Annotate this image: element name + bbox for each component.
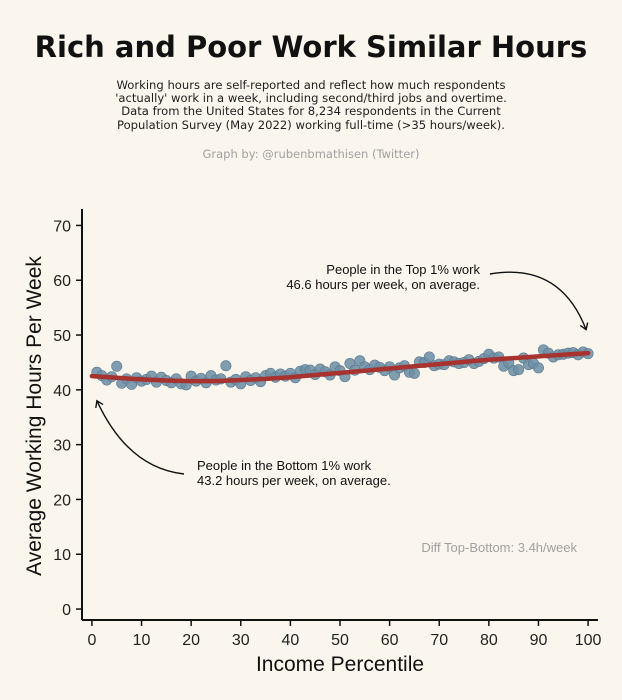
x-tick-label: 0 (87, 632, 96, 649)
chart-subtitle: Working hours are self-reported and refl… (61, 78, 561, 132)
x-axis-title: Income Percentile (256, 653, 424, 676)
y-tick-label: 60 (53, 273, 71, 290)
x-tick-label: 50 (331, 632, 349, 649)
x-tick-label: 60 (381, 632, 399, 649)
x-tick-label: 70 (430, 632, 448, 649)
annotation-top-line2: 46.6 hours per week, on average. (286, 277, 480, 292)
y-tick-label: 30 (53, 438, 71, 455)
data-point (513, 364, 525, 376)
chart-credit: Graph by: @rubenbmathisen (Twitter) (202, 147, 420, 161)
subtitle-line: Population Survey (May 2022) working ful… (117, 117, 505, 132)
y-tick-label: 40 (53, 383, 71, 400)
subtitle-line: Data from the United States for 8,234 re… (121, 104, 501, 119)
data-point (532, 362, 544, 374)
x-tick-label: 20 (182, 632, 200, 649)
annotation-bottom-line1: People in the Bottom 1% work (197, 458, 372, 473)
x-tick-label: 40 (281, 632, 299, 649)
data-point (220, 360, 232, 372)
data-point (111, 360, 123, 372)
y-tick-label: 50 (53, 328, 71, 345)
trend-line (89, 350, 591, 384)
data-point (408, 367, 420, 379)
data-point (423, 351, 435, 363)
annotation-top-arrow (489, 271, 589, 331)
x-tick-label: 30 (232, 632, 250, 649)
y-tick-label: 20 (53, 492, 71, 509)
x-tick-label: 100 (575, 632, 602, 649)
chart-title: Rich and Poor Work Similar Hours (34, 30, 588, 64)
subtitle-line: Working hours are self-reported and refl… (116, 78, 506, 92)
y-tick-label: 0 (62, 602, 71, 619)
y-tick-label: 10 (53, 547, 71, 564)
annotation-bottom-arrow (95, 399, 185, 475)
x-tick-label: 10 (133, 632, 151, 649)
annotation-bottom-line2: 43.2 hours per week, on average. (197, 473, 391, 488)
annotation-top-line1: People in the Top 1% work (326, 262, 480, 277)
x-tick-label: 90 (530, 632, 548, 649)
y-axis-title: Average Working Hours Per Week (23, 256, 46, 576)
subtitle-line: 'actually' work in a week, including sec… (115, 91, 507, 106)
x-tick-label: 80 (480, 632, 498, 649)
diff-annotation: Diff Top-Bottom: 3.4h/week (421, 540, 577, 555)
y-tick-label: 70 (53, 218, 71, 235)
